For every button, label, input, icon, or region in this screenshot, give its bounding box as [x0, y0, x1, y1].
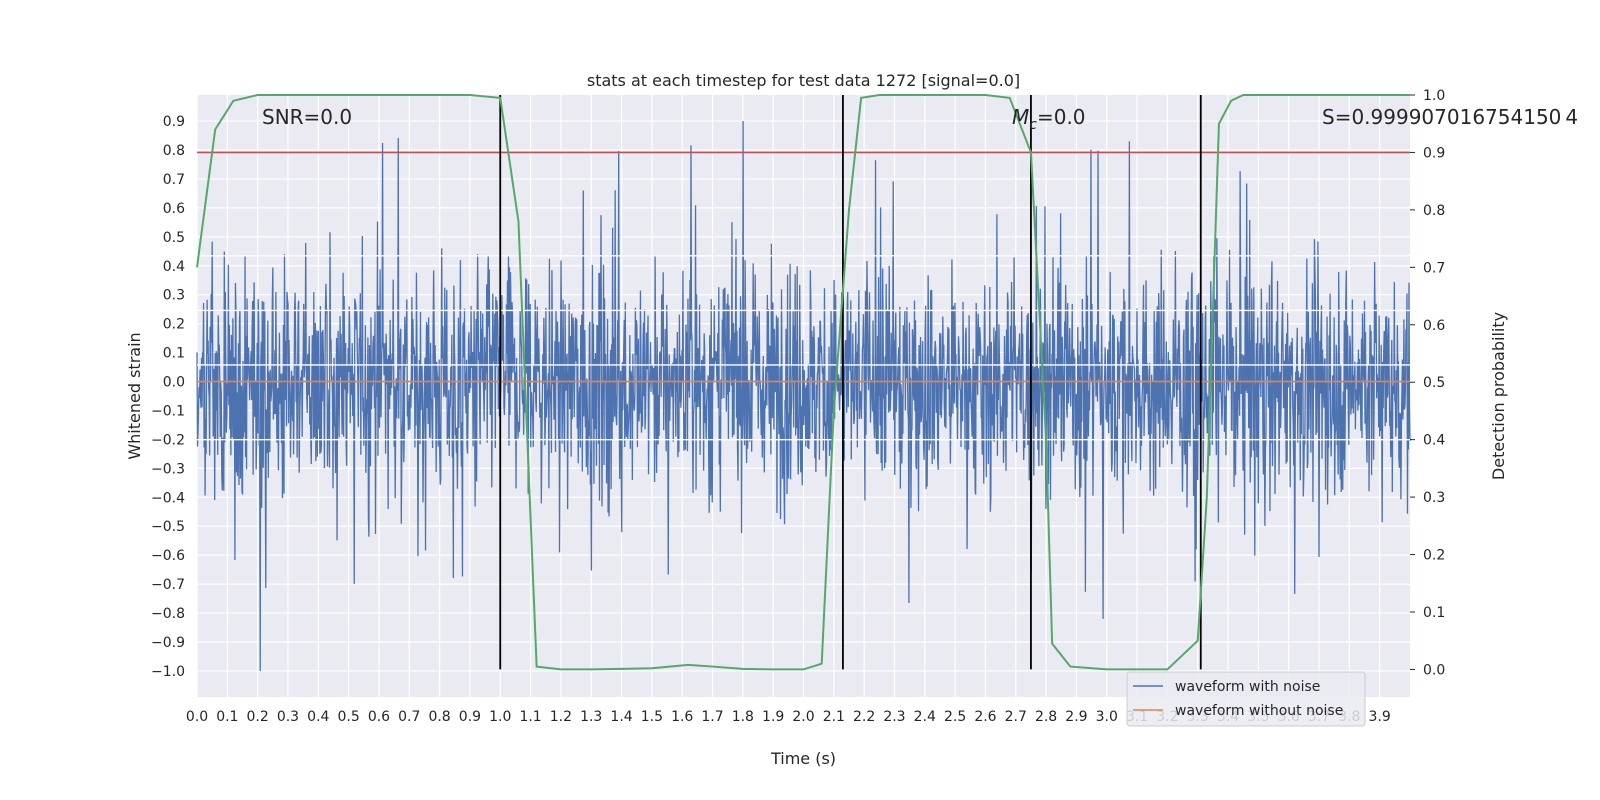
x-tick-label: 2.0	[792, 709, 814, 725]
chirp-mass-annotation: Mc=0.0	[1012, 105, 1086, 133]
x-tick-label: 2.7	[1005, 709, 1027, 725]
y-tick-label: −0.3	[151, 461, 185, 477]
y-tick-label: 0.6	[163, 201, 185, 217]
mc-symbol: M	[1012, 105, 1029, 129]
x-tick-label: 1.1	[519, 709, 541, 725]
legend-label-waveform-with-noise: waveform with noise	[1175, 679, 1320, 695]
y-tick-label: 0.3	[163, 288, 185, 304]
x-tick-label: 0.5	[337, 709, 359, 725]
x-tick-label: 1.5	[641, 709, 663, 725]
x-tick-label: 2.1	[823, 709, 845, 725]
legend: waveform with noise waveform without noi…	[1126, 671, 1366, 727]
y2-tick-label: 0.0	[1423, 662, 1445, 678]
x-tick-label: 1.6	[671, 709, 693, 725]
y2-tick-label: 0.9	[1423, 145, 1445, 161]
y-tick-label: −0.8	[151, 606, 185, 622]
score-annotation: S=0.999907016754150 4	[1322, 105, 1578, 129]
y-tick-label: 0.0	[163, 375, 185, 391]
x-tick-label: 0.0	[186, 709, 208, 725]
y-tick-label: −0.1	[151, 403, 185, 419]
x-tick-label: 2.5	[944, 709, 966, 725]
detection-probability-line	[196, 94, 1410, 671]
x-tick-label: 2.2	[853, 709, 875, 725]
y2-tick-label: 1.0	[1423, 88, 1445, 104]
x-tick-label: 0.9	[459, 709, 481, 725]
y-tick-label: 0.8	[163, 143, 185, 159]
x-tick-label: 0.7	[398, 709, 420, 725]
y2-tick-label: 0.7	[1423, 260, 1445, 276]
x-tick-label: 1.2	[550, 709, 572, 725]
series-waveform-with-noise	[196, 121, 1411, 671]
x-tick-label: 1.9	[762, 709, 784, 725]
y2-tick-label: 0.8	[1423, 203, 1445, 219]
mc-subscript: c	[1029, 117, 1037, 133]
x-tick-label: 2.4	[914, 709, 936, 725]
overlay-lines	[196, 94, 1410, 671]
y2-tick-label: 0.4	[1423, 433, 1445, 449]
y-tick-label: 0.9	[163, 114, 185, 130]
x-tick-label: 2.9	[1065, 709, 1087, 725]
x-tick-label: 0.1	[216, 709, 238, 725]
x-tick-label: 3.0	[1096, 709, 1118, 725]
y-tick-label: 0.1	[163, 346, 185, 362]
snr-annotation: SNR=0.0	[262, 105, 352, 129]
y2-tick-label: 0.1	[1423, 605, 1445, 621]
x-tick-label: 2.3	[883, 709, 905, 725]
x-tick-label: 0.3	[277, 709, 299, 725]
x-axis-title: Time (s)	[770, 749, 836, 768]
y-tick-label: 0.7	[163, 172, 185, 188]
x-tick-label: 2.8	[1035, 709, 1057, 725]
y2-tick-label: 0.2	[1423, 548, 1445, 564]
x-tick-label: 1.3	[580, 709, 602, 725]
y-tick-label: −0.6	[151, 548, 185, 564]
y-tick-label: 0.4	[163, 259, 185, 275]
mc-value: =0.0	[1037, 105, 1086, 129]
x-tick-label: 1.8	[732, 709, 754, 725]
waveform-with-noise-line	[196, 121, 1411, 671]
y-tick-label: −0.2	[151, 432, 185, 448]
y2-tick-label: 0.5	[1423, 375, 1445, 391]
x-tick-label: 2.6	[974, 709, 996, 725]
x-tick-label: 1.0	[489, 709, 511, 725]
x-tick-label: 0.2	[247, 709, 269, 725]
chart-title: stats at each timestep for test data 127…	[587, 71, 1020, 90]
y2-tick-label: 0.3	[1423, 490, 1445, 506]
y-tick-label: −0.7	[151, 577, 185, 593]
x-tick-label: 1.4	[610, 709, 632, 725]
y-axis-title: Whitened strain	[125, 332, 144, 459]
x-tick-label: 0.6	[368, 709, 390, 725]
y-tick-label: −1.0	[151, 664, 185, 680]
legend-label-waveform-without-noise: waveform without noise	[1175, 703, 1343, 719]
x-tick-label: 0.4	[307, 709, 329, 725]
legend-box	[1126, 671, 1366, 727]
x-tick-label: 0.8	[428, 709, 450, 725]
y-tick-label: 0.5	[163, 230, 185, 246]
x-tick-label: 1.7	[701, 709, 723, 725]
y2-tick-label: 0.6	[1423, 318, 1445, 334]
y-tick-label: 0.2	[163, 317, 185, 333]
y-tick-label: −0.4	[151, 490, 185, 506]
y-tick-label: −0.9	[151, 635, 185, 651]
x-tick-label: 3.9	[1369, 709, 1391, 725]
y-tick-label: −0.5	[151, 519, 185, 535]
y2-axis-title: Detection probability	[1489, 312, 1508, 480]
